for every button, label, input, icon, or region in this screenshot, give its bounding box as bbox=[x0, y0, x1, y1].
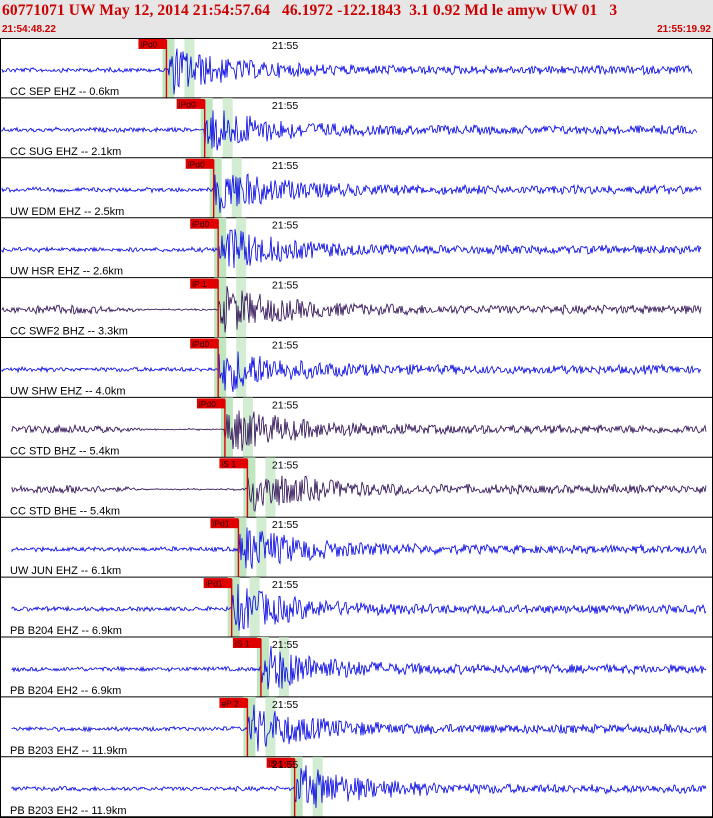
coda-window bbox=[256, 517, 267, 578]
trace-row: iP 1 21:55 CC SWF2 BHZ -- 3.3km bbox=[0, 277, 713, 338]
minute-tick-label: 21:55 bbox=[272, 40, 298, 52]
pick-label: iPd0 bbox=[188, 159, 205, 169]
pick-label: iPd1 bbox=[206, 579, 223, 589]
pick-window bbox=[162, 38, 175, 98]
coda-window bbox=[236, 337, 247, 398]
pick-flag bbox=[190, 338, 219, 349]
pick-flag bbox=[190, 278, 219, 289]
pick-flag bbox=[266, 757, 295, 768]
minute-tick-label: 21:55 bbox=[272, 399, 298, 411]
pick-flag bbox=[185, 158, 214, 169]
coda-window bbox=[184, 38, 195, 98]
minute-tick-label: 21:55 bbox=[272, 100, 298, 112]
pick-flag bbox=[190, 218, 219, 229]
minute-tick-label: 21:55 bbox=[272, 699, 298, 711]
station-label: PB B203 EHZ -- 11.9km bbox=[10, 745, 127, 757]
waveform bbox=[11, 704, 707, 752]
minute-tick-label: 21:55 bbox=[272, 519, 298, 531]
trace-row: eP 2 21:55 PB B203 EHZ -- 11.9km bbox=[0, 696, 713, 758]
pick-flag bbox=[203, 578, 232, 589]
coda-window bbox=[236, 217, 247, 278]
pick-label: iPd0 bbox=[199, 399, 216, 409]
station-label: CC SEP EHZ -- 0.6km bbox=[10, 86, 119, 98]
pick-label: iS 1 bbox=[235, 639, 250, 649]
pick-label: iPd1 bbox=[212, 519, 229, 529]
minute-tick-label: 21:55 bbox=[272, 579, 298, 591]
station-label: CC STD BHZ -- 5.4km bbox=[10, 445, 119, 457]
pick-flag bbox=[138, 39, 167, 49]
pick-label: eP 2 bbox=[221, 698, 239, 708]
trace-row: iPd1 21:55 PB B204 EHZ -- 6.9km bbox=[0, 577, 713, 638]
trace-row: iPd0 21:55 UW HSR EHZ -- 2.6km bbox=[0, 217, 713, 279]
waveform bbox=[11, 584, 707, 631]
waveform bbox=[1, 48, 693, 95]
waveform bbox=[11, 475, 707, 512]
waveform bbox=[1, 228, 702, 269]
station-label: PB B204 EHZ -- 6.9km bbox=[10, 625, 122, 637]
minute-tick-label: 21:55 bbox=[272, 459, 298, 471]
pick-window bbox=[214, 217, 227, 278]
pick-flag bbox=[196, 398, 225, 409]
waveform bbox=[11, 527, 707, 569]
minute-tick-label: 21:55 bbox=[272, 160, 298, 172]
pick-flag bbox=[219, 458, 248, 469]
station-label: CC SUG EHZ -- 2.1km bbox=[10, 146, 121, 158]
trace-row: iPd0 21:55 CC STD BHZ -- 5.4km bbox=[0, 397, 713, 458]
station-label: UW SHW EHZ -- 4.0km bbox=[10, 386, 126, 398]
pick-flag bbox=[176, 98, 205, 109]
minute-tick-label: 21:55 bbox=[272, 759, 298, 771]
coda-window bbox=[312, 756, 323, 817]
station-label: UW EDM EHZ -- 2.5km bbox=[10, 206, 124, 218]
minute-tick-label: 21:55 bbox=[272, 639, 298, 651]
minute-tick-label: 21:55 bbox=[272, 280, 298, 292]
waveform bbox=[1, 286, 702, 333]
pick-label: iPd0 bbox=[192, 339, 209, 349]
start-time-label: 21:54:48.22 bbox=[2, 24, 56, 35]
seismogram-plot: iPd0 21:55 CC SEP EHZ -- 0.6km iPd0 21:55 CC … bbox=[0, 38, 713, 818]
trace-row: iS 1 21:55 PB B204 EH2 -- 6.9km bbox=[0, 637, 713, 698]
station-label: PB B203 EH2 -- 11.9km bbox=[10, 805, 127, 817]
waveform bbox=[11, 410, 707, 451]
pick-flag bbox=[219, 697, 248, 708]
event-header: 60771071 UW May 12, 2014 21:54:57.64 46.… bbox=[0, 0, 713, 38]
trace-row: iPd1 21:55 UW JUN EHZ -- 6.1km bbox=[0, 517, 713, 578]
trace-row: iPd0 21:55 CC SEP EHZ -- 0.6km bbox=[0, 38, 713, 99]
coda-window bbox=[249, 577, 260, 637]
event-title: 60771071 UW May 12, 2014 21:54:57.64 46.… bbox=[2, 2, 618, 19]
pick-window bbox=[220, 397, 233, 458]
pick-label: iPd0 bbox=[192, 219, 209, 229]
station-label: CC STD BHE -- 5.4km bbox=[10, 505, 120, 517]
trace-row: iPd0 21:55 CC SUG EHZ -- 2.1km bbox=[0, 97, 713, 159]
pick-window bbox=[200, 97, 213, 158]
pick-label: iS 1 bbox=[221, 459, 236, 469]
trace-row: iPd0 21:55 UW EDM EHZ -- 2.5km bbox=[0, 157, 713, 219]
minute-tick-label: 21:55 bbox=[272, 220, 298, 232]
station-label: UW HSR EHZ -- 2.6km bbox=[10, 266, 123, 278]
station-label: UW JUN EHZ -- 6.1km bbox=[10, 565, 121, 577]
station-label: PB B204 EH2 -- 6.9km bbox=[10, 685, 121, 697]
pick-label: iS 1 bbox=[269, 758, 284, 768]
trace-row: iPd0 21:55 UW SHW EHZ -- 4.0km bbox=[0, 337, 713, 398]
pick-window bbox=[256, 637, 269, 697]
waveform bbox=[1, 110, 698, 151]
pick-flag bbox=[232, 638, 261, 648]
coda-window bbox=[265, 457, 276, 518]
trace-row: iS 1 21:55 CC STD BHE -- 5.4km bbox=[0, 457, 713, 518]
pick-label: iPd0 bbox=[179, 99, 196, 109]
waveform bbox=[11, 765, 707, 809]
waveform bbox=[1, 351, 702, 393]
minute-tick-label: 21:55 bbox=[272, 340, 298, 352]
trace-row: iS 121:55 PB B203 EH2 -- 11.9km bbox=[0, 756, 713, 818]
waveform bbox=[11, 646, 707, 690]
pick-flag bbox=[210, 518, 239, 529]
waveform bbox=[1, 173, 702, 213]
pick-label: iP 1 bbox=[192, 279, 207, 289]
station-label: CC SWF2 BHZ -- 3.3km bbox=[10, 326, 128, 338]
end-time-label: 21:55:19.92 bbox=[657, 24, 711, 35]
pick-label: iPd0 bbox=[140, 40, 157, 50]
